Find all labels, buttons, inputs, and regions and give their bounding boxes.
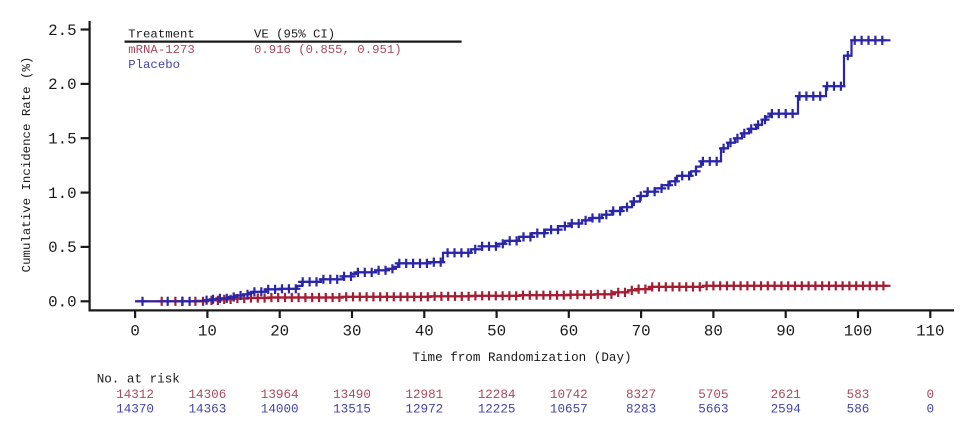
svg-text:13490: 13490	[333, 388, 371, 402]
svg-text:2.0: 2.0	[48, 76, 76, 94]
svg-text:5663: 5663	[698, 403, 728, 417]
svg-text:0: 0	[927, 388, 935, 402]
svg-text:Cumulative Incidence Rate (%): Cumulative Incidence Rate (%)	[20, 57, 34, 273]
svg-text:40: 40	[415, 322, 434, 340]
svg-text:60: 60	[559, 322, 578, 340]
svg-text:12981: 12981	[405, 388, 443, 402]
svg-text:14000: 14000	[261, 403, 299, 417]
svg-text:70: 70	[632, 322, 651, 340]
svg-text:0: 0	[927, 403, 935, 417]
svg-text:586: 586	[847, 403, 870, 417]
svg-text:90: 90	[776, 322, 795, 340]
svg-text:80: 80	[704, 322, 723, 340]
svg-text:1.0: 1.0	[48, 185, 76, 203]
svg-text:2621: 2621	[771, 388, 801, 402]
svg-text:110: 110	[916, 322, 944, 340]
svg-text:30: 30	[343, 322, 362, 340]
svg-text:No. at risk: No. at risk	[97, 372, 180, 386]
svg-text:10: 10	[198, 322, 217, 340]
svg-text:0.5: 0.5	[48, 239, 76, 257]
svg-text:20: 20	[270, 322, 289, 340]
svg-text:14306: 14306	[189, 388, 227, 402]
svg-text:0: 0	[130, 322, 139, 340]
svg-text:Treatment: Treatment	[128, 27, 194, 41]
svg-text:100: 100	[844, 322, 872, 340]
svg-text:14312: 14312	[116, 388, 154, 402]
svg-text:1.5: 1.5	[48, 131, 76, 149]
svg-text:2.5: 2.5	[48, 22, 76, 40]
svg-text:Placebo: Placebo	[128, 58, 180, 72]
svg-text:0.0: 0.0	[48, 294, 76, 312]
svg-text:13515: 13515	[333, 403, 371, 417]
svg-text:10657: 10657	[550, 403, 588, 417]
svg-text:2594: 2594	[771, 403, 801, 417]
svg-text:14370: 14370	[116, 403, 154, 417]
svg-text:8327: 8327	[626, 388, 656, 402]
svg-text:14363: 14363	[189, 403, 227, 417]
svg-text:12284: 12284	[478, 388, 516, 402]
svg-text:12972: 12972	[405, 403, 443, 417]
svg-text:10742: 10742	[550, 388, 588, 402]
svg-text:12225: 12225	[478, 403, 516, 417]
svg-text:5705: 5705	[698, 388, 728, 402]
svg-text:13964: 13964	[261, 388, 299, 402]
svg-text:mRNA-1273: mRNA-1273	[128, 43, 194, 57]
svg-text:Time from Randomization (Day): Time from Randomization (Day)	[412, 351, 631, 365]
svg-text:VE (95% CI): VE (95% CI)	[254, 27, 335, 41]
svg-text:583: 583	[847, 388, 870, 402]
svg-text:8283: 8283	[626, 403, 656, 417]
svg-text:0.916 (0.855, 0.951): 0.916 (0.855, 0.951)	[254, 43, 402, 57]
svg-text:50: 50	[487, 322, 506, 340]
